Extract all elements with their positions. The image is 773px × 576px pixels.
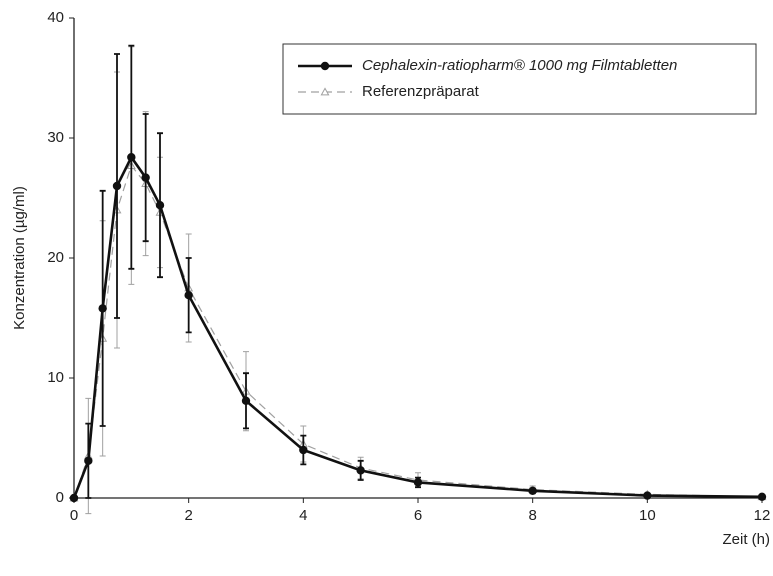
series-line: [73, 164, 763, 499]
data-point: [413, 478, 423, 487]
x-tick-label: 4: [299, 507, 307, 524]
x-tick-label: 0: [70, 507, 78, 524]
data-point: [98, 304, 107, 313]
data-point: [299, 445, 308, 455]
data-point: [356, 466, 365, 475]
x-tick-label: 10: [639, 507, 656, 524]
data-point: [84, 456, 93, 465]
data-point: [184, 291, 193, 300]
y-tick-label: 30: [47, 129, 64, 146]
data-point: [112, 181, 122, 191]
legend-label: Referenzpräparat: [362, 83, 480, 100]
data-point: [643, 491, 652, 500]
x-tick-label: 8: [528, 507, 536, 524]
data-point: [320, 61, 330, 71]
data-point: [241, 396, 251, 405]
data-point: [141, 173, 150, 182]
data-point: [127, 152, 136, 162]
legend-label: Cephalexin-ratiopharm® 1000 mg Filmtable…: [362, 57, 677, 74]
y-tick-label: 0: [56, 489, 64, 506]
y-axis-label: Konzentration (µg/ml): [11, 186, 28, 330]
x-tick-label: 2: [184, 507, 192, 524]
x-axis-label: Zeit (h): [722, 531, 770, 548]
data-point: [155, 200, 165, 210]
data-point: [320, 87, 330, 96]
data-point: [528, 486, 537, 495]
x-tick-label: 6: [414, 507, 422, 524]
y-tick-label: 10: [47, 369, 64, 386]
x-tick-label: 12: [754, 507, 771, 524]
data-point: [757, 492, 767, 501]
y-tick-label: 20: [47, 249, 64, 266]
legend-box: [282, 43, 757, 115]
data-point: [69, 493, 79, 503]
y-tick-label: 40: [47, 9, 64, 26]
series-line: [72, 154, 763, 499]
